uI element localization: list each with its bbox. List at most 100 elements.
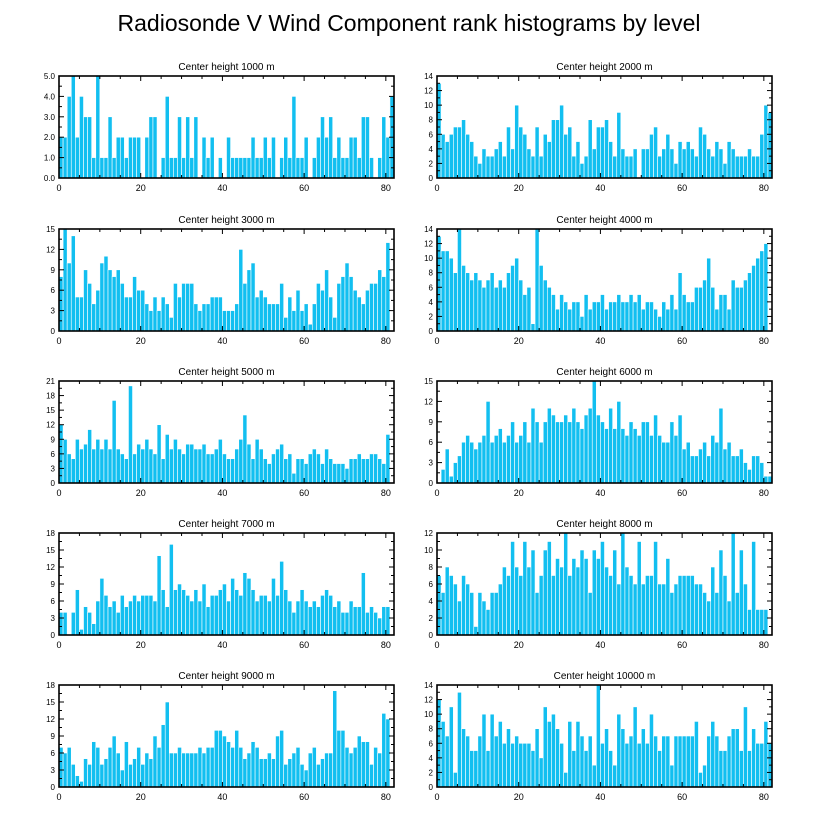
x-tick-label: 20 <box>514 336 524 346</box>
histogram-bar <box>739 448 744 484</box>
histogram-bar <box>440 250 446 332</box>
histogram-bar <box>250 262 256 332</box>
histogram-bar <box>694 286 699 332</box>
histogram-bar <box>473 626 479 636</box>
histogram-bar <box>132 758 137 788</box>
histogram-bar <box>657 435 662 484</box>
histogram-bar <box>230 578 235 636</box>
histogram-bar <box>571 750 577 788</box>
histogram-bar <box>669 421 675 484</box>
histogram-bar <box>722 294 728 332</box>
panel-title: Center height 3000 m <box>178 215 274 226</box>
histogram-bar <box>111 276 117 332</box>
histogram-bar <box>645 421 650 484</box>
histogram-bar <box>673 583 679 636</box>
x-tick-label: 60 <box>299 336 309 346</box>
y-tick-label: 15 <box>46 546 55 555</box>
histogram-bar <box>111 157 117 179</box>
histogram-bar <box>698 126 703 179</box>
histogram-bar <box>645 301 650 332</box>
histogram-bar <box>473 155 479 179</box>
histogram-bar <box>128 136 133 179</box>
panel-title: Center height 5000 m <box>178 367 274 378</box>
histogram-bar <box>352 606 358 636</box>
histogram-bar <box>694 721 699 788</box>
histogram-bar <box>718 148 724 179</box>
histogram-bar <box>538 757 544 788</box>
histogram-bar <box>563 532 569 636</box>
histogram-bar <box>128 600 133 636</box>
histogram-bar <box>164 606 170 636</box>
histogram-bar <box>751 265 756 332</box>
histogram-bar <box>444 448 450 484</box>
histogram-bar <box>303 600 309 636</box>
histogram-bar <box>730 148 736 179</box>
histogram-bar <box>299 764 305 788</box>
histogram-bar <box>381 463 387 484</box>
histogram-bar <box>575 421 581 484</box>
y-tick-label: 2 <box>429 312 434 321</box>
histogram-bar <box>440 133 446 179</box>
histogram-bar <box>714 441 720 484</box>
histogram-bar <box>596 126 601 179</box>
histogram-bar <box>348 458 354 484</box>
histogram-bar <box>181 589 186 636</box>
y-tick-label: 5.0 <box>44 72 56 81</box>
histogram-bar <box>160 589 166 636</box>
histogram-bar <box>201 136 207 179</box>
y-tick-label: 4 <box>429 597 434 606</box>
histogram-bar <box>571 301 577 332</box>
histogram-bar <box>340 276 346 332</box>
histogram-bar <box>530 549 536 636</box>
histogram-bar <box>254 438 260 484</box>
y-tick-label: 14 <box>424 225 433 234</box>
histogram-bar <box>604 566 609 636</box>
histogram-bar <box>448 706 454 788</box>
histogram-bar <box>510 265 515 332</box>
histogram-bar <box>481 713 487 788</box>
y-tick-label: 3 <box>51 766 56 775</box>
histogram-bar <box>616 401 622 484</box>
histogram-bar <box>657 583 662 636</box>
x-tick-label: 80 <box>381 792 391 802</box>
histogram-bar <box>457 600 462 636</box>
histogram-bar <box>262 136 268 179</box>
histogram-bar <box>119 595 125 636</box>
histogram-bar <box>506 272 511 332</box>
histogram-bar <box>547 141 552 179</box>
histogram-bar <box>645 742 650 788</box>
histogram-bar <box>457 228 462 332</box>
histogram-bar <box>620 148 626 179</box>
histogram-bar <box>526 742 532 788</box>
histogram-bar <box>551 713 556 788</box>
histogram-bar <box>502 155 507 179</box>
histogram-bar <box>99 578 105 636</box>
histogram-bar <box>755 455 761 484</box>
histogram-bar <box>743 583 748 636</box>
histogram-bar <box>205 747 211 788</box>
histogram-bar <box>83 269 88 332</box>
histogram-bar <box>632 706 638 788</box>
histogram-bar <box>689 148 695 179</box>
x-tick-label: 40 <box>595 792 605 802</box>
histogram-bar <box>587 735 593 788</box>
x-tick-label: 0 <box>434 183 439 193</box>
histogram-bar <box>271 453 276 484</box>
histogram-bar <box>291 472 297 484</box>
x-tick-label: 20 <box>514 488 524 498</box>
histogram-bar <box>685 441 691 484</box>
y-tick-label: 15 <box>46 406 55 415</box>
histogram-bar <box>303 769 309 788</box>
histogram-bar <box>83 606 88 636</box>
panel-10: Center height 10000 m 0 20 40 60 80 0 2 4 6 8 10 12 1… <box>424 671 773 802</box>
y-tick-label: 4.0 <box>44 92 56 101</box>
histogram-bar <box>714 308 720 332</box>
histogram-bar <box>246 752 252 788</box>
histogram-bar <box>316 764 321 788</box>
histogram-bar <box>640 421 646 484</box>
histogram-bar <box>328 595 334 636</box>
histogram-bar <box>332 606 338 636</box>
histogram-bar <box>246 578 252 636</box>
histogram-bar <box>79 448 84 484</box>
histogram-bar <box>164 96 170 179</box>
